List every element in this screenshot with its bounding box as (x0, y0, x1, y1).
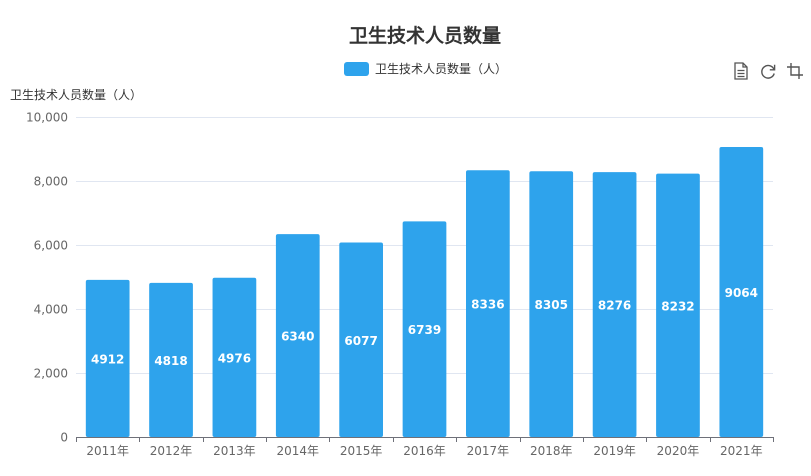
x-tick-label: 2020年 (657, 444, 700, 458)
x-tick-label: 2019年 (593, 444, 636, 458)
x-tick-label: 2013年 (213, 444, 256, 458)
legend-label: 卫生技术人员数量（人） (375, 61, 507, 76)
data-label: 8305 (535, 298, 568, 312)
bar[interactable] (466, 170, 510, 438)
data-label: 6739 (408, 323, 441, 337)
y-tick-label: 10,000 (26, 111, 68, 125)
y-tick-label: 6,000 (34, 239, 68, 253)
bar[interactable] (656, 173, 700, 438)
bar[interactable] (339, 242, 383, 437)
data-label: 6340 (281, 330, 314, 344)
x-tick-label: 2012年 (150, 444, 193, 458)
bars (85, 146, 764, 438)
x-tick-label: 2015年 (340, 444, 383, 458)
toolbox (732, 62, 804, 80)
data-label: 8276 (598, 299, 631, 313)
restore-icon[interactable] (759, 62, 777, 80)
chart-title: 卫生技术人员数量 (349, 24, 501, 47)
x-tick-label: 2011年 (86, 444, 129, 458)
legend[interactable]: 卫生技术人员数量（人） (344, 61, 507, 76)
data-label: 4818 (154, 354, 187, 368)
data-labels: 4912 4818 4976 6340 6077 6739 8336 8305 8276 8232… (91, 286, 758, 368)
x-tick-label: 2016年 (403, 444, 446, 458)
data-label: 8232 (661, 299, 694, 313)
bar[interactable] (719, 146, 764, 437)
data-label: 8336 (471, 298, 504, 312)
data-label: 9064 (725, 286, 758, 300)
data-label: 6077 (344, 334, 377, 348)
legend-swatch (344, 62, 369, 76)
data-view-icon[interactable] (732, 62, 750, 80)
bar[interactable] (149, 282, 193, 437)
y-tick-label: 0 (60, 431, 68, 445)
axes: 0 2,000 4,000 6,000 8,000 10,000 2011年 2012年 201… (26, 111, 774, 458)
bar[interactable] (212, 277, 257, 437)
y-axis-label: 卫生技术人员数量（人） (10, 87, 142, 102)
x-tick-label: 2018年 (530, 444, 573, 458)
bar[interactable] (275, 234, 320, 437)
data-label: 4976 (218, 351, 251, 365)
y-tick-label: 4,000 (34, 303, 68, 317)
bar[interactable] (85, 279, 130, 437)
bar[interactable] (529, 171, 574, 438)
x-tick-label: 2017年 (467, 444, 510, 458)
y-tick-label: 2,000 (34, 367, 68, 381)
data-label: 4912 (91, 352, 124, 366)
bar[interactable] (402, 221, 447, 437)
x-tick-label: 2014年 (276, 444, 319, 458)
y-tick-label: 8,000 (34, 175, 68, 189)
bar[interactable] (592, 172, 637, 437)
save-image-icon[interactable] (786, 62, 804, 80)
x-tick-label: 2021年 (720, 444, 763, 458)
